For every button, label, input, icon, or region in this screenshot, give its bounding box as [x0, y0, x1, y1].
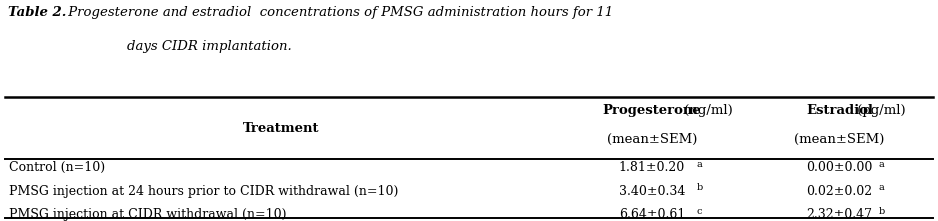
Text: (ng/ml): (ng/ml) [680, 104, 733, 117]
Text: 1.81±0.20: 1.81±0.20 [619, 161, 685, 174]
Text: (mean±SEM): (mean±SEM) [794, 133, 885, 146]
Text: Progesterone and estradiol  concentrations of PMSG administration hours for 11: Progesterone and estradiol concentration… [64, 6, 613, 19]
Text: Treatment: Treatment [243, 122, 320, 135]
Text: 2.32±0.47: 2.32±0.47 [807, 208, 872, 221]
Text: a: a [697, 160, 703, 169]
Text: Table 2.: Table 2. [8, 6, 66, 19]
Text: b: b [879, 207, 885, 216]
Text: b: b [697, 183, 704, 192]
Text: (pg/ml): (pg/ml) [853, 104, 905, 117]
Text: PMSG injection at 24 hours prior to CIDR withdrawal (n=10): PMSG injection at 24 hours prior to CIDR… [9, 185, 399, 198]
Text: 0.02±0.02: 0.02±0.02 [807, 185, 872, 198]
Text: (mean±SEM): (mean±SEM) [607, 133, 697, 146]
Text: days CIDR implantation.: days CIDR implantation. [127, 40, 292, 53]
Text: Progesterone: Progesterone [602, 104, 702, 117]
Text: a: a [879, 183, 885, 192]
Text: c: c [697, 207, 703, 216]
Text: Control (n=10): Control (n=10) [9, 161, 105, 174]
Text: a: a [879, 160, 885, 169]
Text: Estradiol: Estradiol [806, 104, 873, 117]
Text: Table 2. Progesterone and estradiol  concentrations of PMSG administration hours: Table 2. Progesterone and estradiol conc… [8, 6, 610, 19]
Text: 6.64±0.61: 6.64±0.61 [619, 208, 685, 221]
Text: 3.40±0.34: 3.40±0.34 [619, 185, 685, 198]
Text: 0.00±0.00: 0.00±0.00 [807, 161, 872, 174]
Text: PMSG injection at CIDR withdrawal (n=10): PMSG injection at CIDR withdrawal (n=10) [9, 208, 287, 221]
